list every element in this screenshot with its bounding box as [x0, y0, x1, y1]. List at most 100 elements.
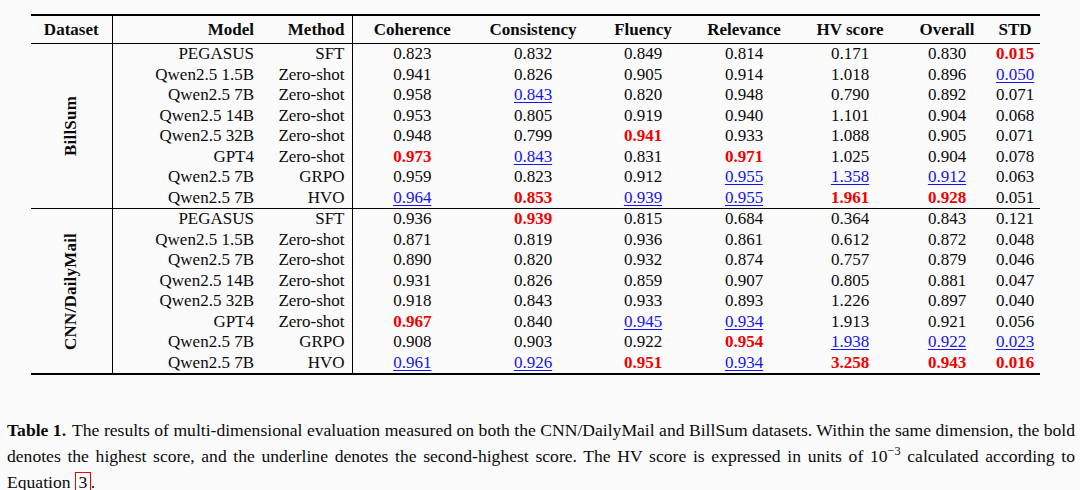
method-cell: Zero-shot	[264, 250, 352, 271]
metric-value: 0.840	[472, 312, 594, 333]
metric-value: 0.843	[472, 291, 594, 312]
metric-value: 0.859	[594, 271, 692, 292]
metric-value: 1.101	[796, 106, 904, 127]
metric-value-second-best: 1.358	[796, 167, 904, 188]
metric-value: 0.907	[692, 271, 796, 292]
metric-value: 0.931	[352, 271, 472, 292]
metric-value: 0.897	[904, 291, 990, 312]
metric-value: 0.921	[904, 312, 990, 333]
metric-value: 0.071	[990, 85, 1040, 106]
table-row: Qwen2.5 1.5BZero-shot0.8710.8190.9360.86…	[31, 230, 1040, 251]
metric-value: 0.068	[990, 106, 1040, 127]
metric-value: 0.121	[990, 209, 1040, 230]
caption-label: Table 1.	[7, 420, 66, 440]
header-fluency: Fluency	[594, 15, 692, 44]
header-relevance: Relevance	[692, 15, 796, 44]
metric-value: 0.832	[472, 44, 594, 65]
metric-value-best: 1.961	[796, 188, 904, 209]
metric-value: 1.913	[796, 312, 904, 333]
metric-value: 0.612	[796, 230, 904, 251]
metric-value: 0.933	[692, 126, 796, 147]
method-cell: GRPO	[264, 332, 352, 353]
model-cell: Qwen2.5 32B	[112, 291, 264, 312]
metric-value: 0.871	[352, 230, 472, 251]
table-row: Qwen2.5 7BHVO0.9640.8530.9390.9551.9610.…	[31, 188, 1040, 209]
table-row: Qwen2.5 7BGRPO0.9080.9030.9220.9541.9380…	[31, 332, 1040, 353]
metric-value: 0.953	[352, 106, 472, 127]
metric-value-second-best: 0.934	[692, 353, 796, 375]
metric-value-second-best: 0.023	[990, 332, 1040, 353]
metric-value: 0.890	[352, 250, 472, 271]
method-cell: Zero-shot	[264, 271, 352, 292]
metric-value: 0.684	[692, 209, 796, 230]
model-cell: Qwen2.5 32B	[112, 126, 264, 147]
metric-value: 0.872	[904, 230, 990, 251]
dataset-label: BillSum	[31, 44, 112, 209]
metric-value-second-best: 0.843	[472, 85, 594, 106]
metric-value: 1.018	[796, 65, 904, 86]
metric-value-best: 0.016	[990, 353, 1040, 375]
metric-value-best: 0.928	[904, 188, 990, 209]
header-std: STD	[990, 15, 1040, 44]
metric-value: 0.861	[692, 230, 796, 251]
table-row: Qwen2.5 14BZero-shot0.9530.8050.9190.940…	[31, 106, 1040, 127]
metric-value: 0.936	[594, 230, 692, 251]
metric-value: 0.826	[472, 271, 594, 292]
metric-value-best: 0.015	[990, 44, 1040, 65]
model-cell: Qwen2.5 7B	[112, 85, 264, 106]
header-method: Method	[264, 15, 352, 44]
metric-value: 0.757	[796, 250, 904, 271]
metric-value: 0.805	[796, 271, 904, 292]
metric-value-second-best: 1.938	[796, 332, 904, 353]
metric-value: 0.071	[990, 126, 1040, 147]
metric-value-second-best: 0.912	[904, 167, 990, 188]
equation-link[interactable]: 3	[75, 472, 91, 490]
metric-value: 0.959	[352, 167, 472, 188]
metric-value: 0.903	[472, 332, 594, 353]
metric-value: 0.823	[472, 167, 594, 188]
header-dataset: Dataset	[31, 15, 112, 44]
table-row: Qwen2.5 32BZero-shot0.9480.7990.9410.933…	[31, 126, 1040, 147]
metric-value: 0.831	[594, 147, 692, 168]
method-cell: SFT	[264, 209, 352, 230]
metric-value: 1.226	[796, 291, 904, 312]
metric-value: 0.904	[904, 147, 990, 168]
metric-value: 0.799	[472, 126, 594, 147]
metric-value: 0.958	[352, 85, 472, 106]
method-cell: HVO	[264, 353, 352, 375]
metric-value: 0.830	[904, 44, 990, 65]
method-cell: GRPO	[264, 167, 352, 188]
metric-value-best: 3.258	[796, 353, 904, 375]
metric-value: 0.941	[352, 65, 472, 86]
table-row: Qwen2.5 7BHVO0.9610.9260.9510.9343.2580.…	[31, 353, 1040, 375]
metric-value-second-best: 0.939	[594, 188, 692, 209]
metric-value-best: 0.941	[594, 126, 692, 147]
metric-value: 0.364	[796, 209, 904, 230]
metric-value: 0.047	[990, 271, 1040, 292]
metric-value: 0.933	[594, 291, 692, 312]
table-caption: Table 1.The results of multi-dimensional…	[7, 417, 1075, 490]
metric-value-second-best: 0.961	[352, 353, 472, 375]
metric-value: 1.088	[796, 126, 904, 147]
model-cell: Qwen2.5 7B	[112, 250, 264, 271]
metric-value-second-best: 0.945	[594, 312, 692, 333]
metric-value: 0.048	[990, 230, 1040, 251]
table-row: GPT4Zero-shot0.9670.8400.9450.9341.9130.…	[31, 312, 1040, 333]
metric-value: 0.936	[352, 209, 472, 230]
metric-value: 0.918	[352, 291, 472, 312]
metric-value-second-best: 0.926	[472, 353, 594, 375]
metric-value-best: 0.943	[904, 353, 990, 375]
table-row: Qwen2.5 7BZero-shot0.9580.8430.8200.9480…	[31, 85, 1040, 106]
metric-value: 0.171	[796, 44, 904, 65]
method-cell: SFT	[264, 44, 352, 65]
model-cell: Qwen2.5 1.5B	[112, 230, 264, 251]
metric-value: 0.932	[594, 250, 692, 271]
dataset-section: CNN/DailyMailPEGASUSSFT0.9360.9390.8150.…	[31, 209, 1040, 375]
table-row: GPT4Zero-shot0.9730.8430.8310.9711.0250.…	[31, 147, 1040, 168]
header-model: Model	[112, 15, 264, 44]
metric-value: 0.879	[904, 250, 990, 271]
method-cell: Zero-shot	[264, 106, 352, 127]
method-cell: Zero-shot	[264, 230, 352, 251]
model-cell: Qwen2.5 14B	[112, 106, 264, 127]
metric-value: 0.914	[692, 65, 796, 86]
